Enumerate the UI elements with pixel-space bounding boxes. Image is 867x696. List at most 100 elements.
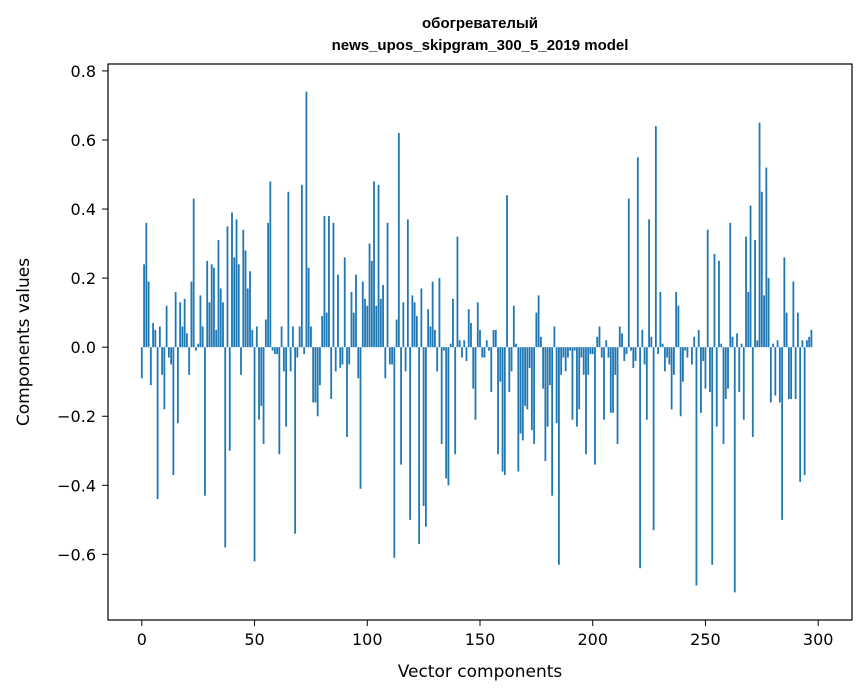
bar bbox=[208, 302, 211, 348]
bar bbox=[781, 347, 784, 520]
y-axis-ticks: −0.6 −0.4 −0.2 0.0 0.2 0.4 0.6 0.8 bbox=[57, 62, 108, 564]
bar bbox=[253, 347, 256, 562]
bar bbox=[713, 253, 716, 348]
bar bbox=[767, 278, 770, 348]
bar bbox=[321, 316, 324, 348]
bar bbox=[594, 347, 596, 465]
bar bbox=[686, 347, 689, 358]
bar bbox=[724, 347, 727, 399]
bar bbox=[418, 347, 421, 545]
bar bbox=[641, 329, 644, 348]
bar bbox=[352, 312, 355, 348]
bar bbox=[215, 329, 218, 348]
bar bbox=[603, 347, 605, 420]
bar bbox=[303, 347, 306, 355]
bar bbox=[578, 347, 581, 410]
bar bbox=[512, 305, 515, 348]
bar bbox=[535, 312, 538, 348]
x-axis-label: Vector components bbox=[398, 662, 563, 682]
bar bbox=[490, 347, 493, 393]
bar bbox=[542, 347, 545, 389]
bar-series bbox=[140, 91, 813, 593]
bar bbox=[810, 329, 813, 348]
bar bbox=[300, 184, 303, 348]
bar bbox=[339, 347, 342, 368]
bar bbox=[280, 326, 283, 348]
bar bbox=[650, 336, 653, 348]
y-tick-label: −0.6 bbox=[57, 545, 96, 564]
bar bbox=[528, 347, 531, 368]
bar bbox=[808, 336, 811, 348]
bar bbox=[551, 347, 554, 496]
bar bbox=[494, 329, 497, 348]
bar bbox=[282, 347, 285, 372]
bar bbox=[515, 343, 517, 348]
bar bbox=[319, 347, 321, 386]
bar bbox=[217, 240, 220, 348]
y-tick-label: −0.2 bbox=[57, 407, 96, 426]
bar bbox=[271, 347, 274, 351]
bar bbox=[231, 212, 233, 348]
bar bbox=[659, 291, 662, 348]
y-tick-label: 0.8 bbox=[71, 62, 96, 81]
bar bbox=[499, 347, 502, 382]
bar bbox=[332, 222, 335, 348]
bar bbox=[783, 257, 786, 348]
bar bbox=[609, 347, 612, 413]
bar bbox=[314, 347, 317, 403]
bar bbox=[165, 305, 168, 348]
bar bbox=[312, 347, 315, 403]
bar bbox=[411, 295, 414, 348]
x-tick-label: 150 bbox=[465, 630, 496, 649]
bar bbox=[461, 347, 463, 358]
bar bbox=[438, 278, 441, 348]
bar bbox=[763, 295, 765, 348]
bar bbox=[244, 250, 247, 348]
bar bbox=[206, 260, 209, 348]
bar bbox=[273, 347, 276, 355]
x-tick-label: 50 bbox=[244, 630, 264, 649]
bar bbox=[677, 305, 680, 348]
bar bbox=[806, 340, 808, 348]
bar bbox=[382, 285, 384, 348]
bar bbox=[645, 347, 648, 420]
bar bbox=[668, 347, 671, 365]
bar bbox=[666, 347, 669, 358]
bar bbox=[233, 257, 236, 348]
bar bbox=[424, 347, 427, 527]
bar bbox=[663, 347, 666, 372]
bar bbox=[517, 347, 520, 472]
bar bbox=[172, 347, 175, 475]
bar bbox=[174, 291, 177, 348]
bar bbox=[488, 347, 490, 351]
bar bbox=[445, 347, 448, 479]
bar bbox=[623, 347, 626, 361]
bar bbox=[643, 347, 646, 365]
bar bbox=[704, 347, 707, 389]
bar bbox=[675, 291, 678, 348]
bar bbox=[621, 333, 623, 348]
bar bbox=[440, 347, 443, 444]
bar bbox=[794, 347, 797, 399]
bar bbox=[395, 319, 398, 348]
bar bbox=[260, 347, 263, 406]
y-axis-label: Components values bbox=[14, 258, 34, 426]
bar bbox=[285, 347, 288, 427]
y-tick-label: −0.4 bbox=[57, 476, 96, 495]
bar bbox=[533, 347, 536, 444]
bar bbox=[654, 126, 657, 348]
bar bbox=[580, 347, 583, 358]
bar bbox=[348, 347, 351, 365]
bar bbox=[186, 333, 188, 348]
bar bbox=[760, 191, 763, 348]
bar bbox=[386, 222, 389, 348]
bar bbox=[422, 347, 425, 507]
bar bbox=[474, 347, 477, 420]
bar bbox=[431, 281, 434, 348]
bar bbox=[790, 347, 793, 399]
bar bbox=[598, 326, 601, 348]
bar bbox=[544, 347, 547, 462]
bar bbox=[163, 347, 166, 410]
bar bbox=[778, 347, 781, 403]
y-tick-label: 0.4 bbox=[71, 200, 96, 219]
